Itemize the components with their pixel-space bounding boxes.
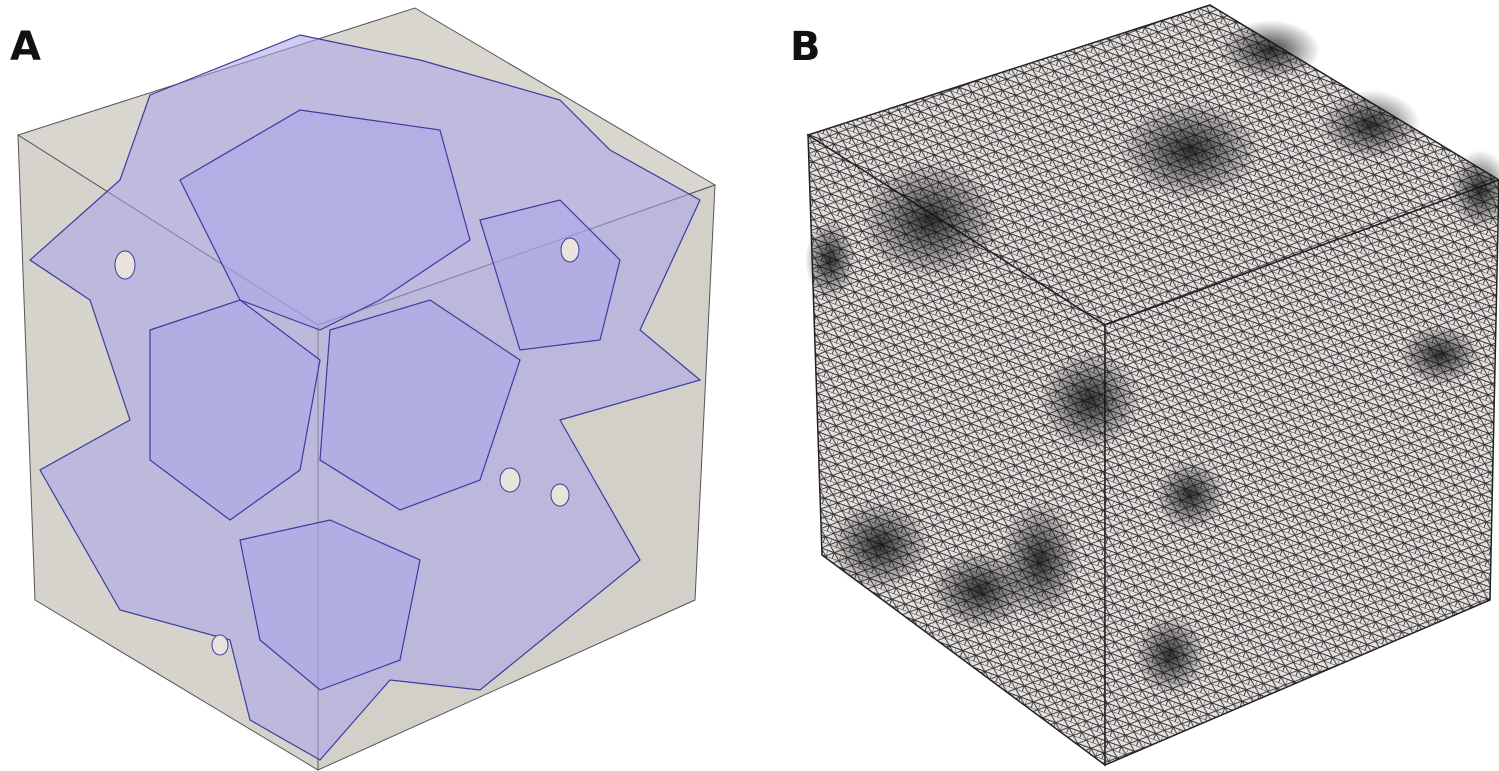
panel-label: B — [790, 24, 821, 70]
dense-region — [830, 500, 930, 590]
hole — [561, 238, 579, 262]
hole — [212, 635, 228, 655]
dense-region — [1135, 615, 1205, 695]
figure: A B — [0, 0, 1499, 771]
panel-b: B — [790, 5, 1499, 765]
dense-region — [1120, 100, 1260, 200]
hole — [115, 251, 135, 279]
dense-region — [1400, 325, 1480, 385]
dense-region — [1220, 20, 1320, 80]
dense-region — [805, 220, 855, 300]
page: A B (() => { const data = JSON.parse(doc… — [0, 0, 1499, 771]
dense-region — [860, 160, 1000, 280]
hole — [551, 484, 569, 506]
dense-region — [1155, 460, 1225, 530]
dense-region — [1000, 500, 1080, 620]
dense-region — [1320, 90, 1420, 160]
panel-a: A — [10, 8, 715, 770]
panel-label: A — [10, 24, 41, 70]
hole — [500, 468, 520, 492]
dense-region — [1040, 350, 1140, 450]
